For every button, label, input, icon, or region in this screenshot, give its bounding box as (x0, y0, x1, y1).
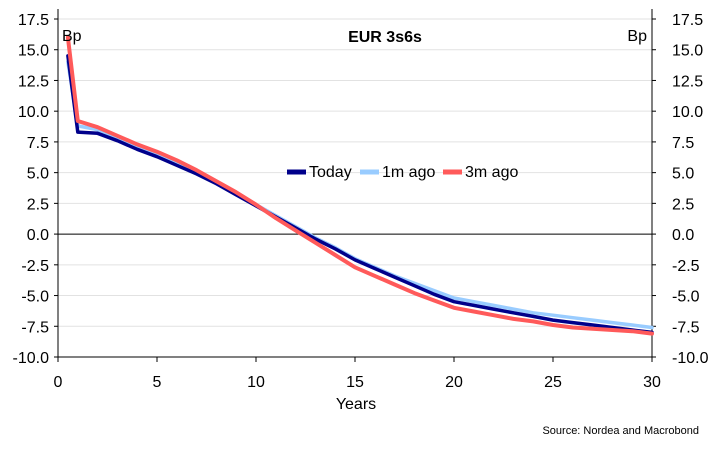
y-tick-label-right: 2.5 (672, 196, 694, 213)
y-tick-label-right: -2.5 (672, 258, 700, 275)
axes: 17.5 17.5 15.0 15.0 12.5 12.5 10.0 10.0 7.5 7.5 5.… (13, 9, 709, 391)
y-tick-label-right: 0.0 (672, 227, 694, 244)
x-tick-label: 5 (153, 374, 162, 391)
y-tick-label-right: -5.0 (672, 289, 700, 306)
x-tick-label: 0 (54, 374, 63, 391)
y-tick-label-right: -7.5 (672, 319, 700, 336)
y-tick-label-right: 15.0 (672, 43, 703, 60)
x-axis-label: Years (336, 396, 376, 413)
legend-label-1m-ago: 1m ago (382, 164, 435, 181)
legend-label-3m-ago: 3m ago (465, 164, 518, 181)
x-tick-label: 15 (346, 374, 364, 391)
x-tick-label: 25 (544, 374, 562, 391)
y-tick-label-right: 10.0 (672, 104, 703, 121)
y-tick-label-left: 17.5 (18, 12, 49, 29)
y-tick-label-left: 7.5 (27, 135, 49, 152)
series-line-today (66, 54, 654, 335)
source-note: Source: Nordea and Macrobond (542, 425, 699, 437)
y-tick-label-left: 5.0 (27, 166, 49, 183)
gridlines (58, 18, 652, 358)
y-tick-label-right: 7.5 (672, 135, 694, 152)
y-tick-label-left: 0.0 (27, 227, 49, 244)
y-tick-label-left: -5.0 (21, 289, 49, 306)
chart-title: EUR 3s6s (348, 29, 422, 46)
y-tick-label-left: 10.0 (18, 104, 49, 121)
y-tick-label-right: 5.0 (672, 166, 694, 183)
x-tick-label: 30 (643, 374, 661, 391)
y-tick-label-left: 12.5 (18, 73, 49, 90)
y-tick-label-right: -10.0 (672, 350, 709, 367)
series-line-1m-ago (66, 60, 654, 330)
legend-label-today: Today (309, 164, 352, 181)
y-tick-label-right: 12.5 (672, 73, 703, 90)
x-tick-label: 20 (445, 374, 463, 391)
legend: Today 1m ago 3m ago (287, 164, 518, 181)
y-tick-label-left: 15.0 (18, 43, 49, 60)
y-unit-right: Bp (627, 28, 647, 45)
y-tick-label-left: -2.5 (21, 258, 49, 275)
y-unit-left: Bp (62, 28, 82, 45)
y-tick-label-left: 2.5 (27, 196, 49, 213)
series-lines (65, 35, 654, 336)
series-line-3m-ago (65, 35, 654, 336)
x-tick-label: 10 (247, 374, 265, 391)
y-tick-label-left: -7.5 (21, 319, 49, 336)
y-tick-label-left: -10.0 (13, 350, 50, 367)
y-tick-label-right: 17.5 (672, 12, 703, 29)
